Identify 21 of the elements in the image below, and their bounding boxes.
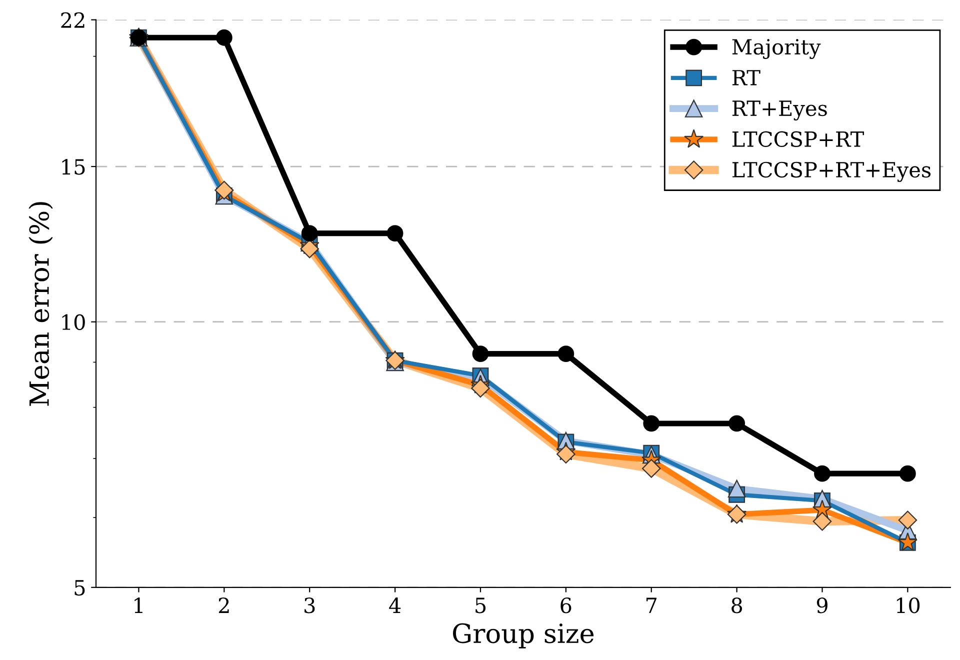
x-tick-label: 1 [134,597,142,613]
x-tick-label: 5 [476,598,486,614]
x-tick-label: 10 [896,597,920,614]
y-tick-label: 5 [74,580,85,596]
x-tick-label: 6 [560,597,572,614]
x-tick-label: 3 [304,597,315,614]
y-tick-label: 22 [61,12,84,28]
x-tick-label: 4 [389,597,401,613]
x-axis-title: Group size [453,623,594,648]
y-tick-label: 10 [62,314,85,330]
legend-label: LTCCSP+RT [732,131,864,148]
x-tick-label: 2 [218,597,229,613]
legend-label: Majority [732,39,821,60]
x-tick-label: 8 [732,597,742,614]
y-axis-title: Mean error (%) [28,202,53,406]
legend-label: RT [732,70,760,86]
x-tick-label: 9 [816,597,828,614]
y-tick-label: 15 [62,158,85,175]
legend-label: LTCCSP+RT+Eyes [732,162,931,182]
x-tick-label: 7 [646,598,656,613]
legend-label: RT+Eyes [732,100,827,120]
